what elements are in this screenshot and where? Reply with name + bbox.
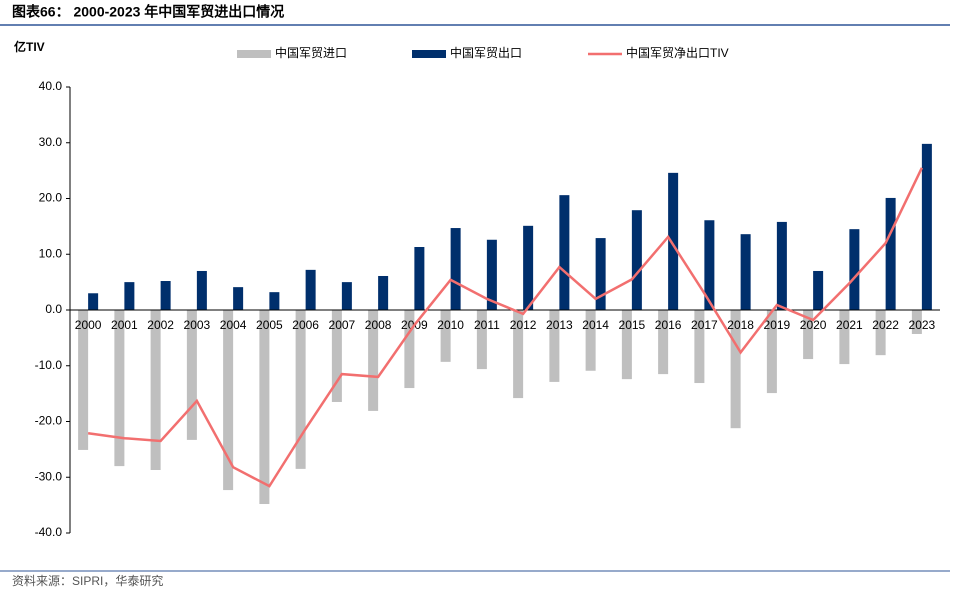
bar — [523, 225, 534, 310]
bar — [305, 269, 316, 310]
bar — [704, 220, 715, 310]
bar — [269, 292, 280, 310]
chart-title: 图表66： 2000-2023 年中国军贸进出口情况 — [12, 4, 284, 20]
line — [87, 167, 924, 488]
bar — [331, 310, 342, 402]
source: 资料来源：SIPRI，华泰研究 — [12, 573, 163, 588]
x-tick-label: 2002 — [147, 318, 174, 332]
x-tick-label: 2011 — [474, 318, 500, 332]
bar — [160, 281, 171, 310]
x-tick-label: 2017 — [691, 318, 718, 332]
x-tick-label: 2023 — [909, 318, 936, 332]
bar — [450, 228, 461, 310]
bar — [658, 310, 669, 375]
bar — [223, 310, 234, 491]
y-tick-label: 20.0 — [39, 191, 63, 205]
x-tick-label: 2010 — [437, 318, 464, 332]
bar — [766, 310, 777, 394]
bar — [694, 310, 705, 384]
x-tick-label: 2016 — [655, 318, 682, 332]
bar — [885, 197, 896, 310]
bar — [730, 310, 741, 429]
bar — [740, 234, 751, 310]
bar — [440, 310, 451, 362]
bar — [476, 310, 487, 370]
x-tick-label: 2003 — [184, 318, 211, 332]
bar — [78, 310, 89, 450]
bar — [368, 310, 379, 411]
x-tick-label: 2018 — [727, 318, 754, 332]
y-tick-label: -10.0 — [35, 358, 63, 372]
bar — [921, 143, 932, 310]
y-tick-label: 10.0 — [39, 246, 63, 260]
x-tick-label: 2020 — [800, 318, 827, 332]
x-tick-label: 2013 — [546, 318, 573, 332]
bar — [668, 172, 679, 310]
y-tick-label: 40.0 — [39, 79, 63, 93]
y-tick-label: 0.0 — [45, 302, 62, 316]
bar — [404, 310, 415, 389]
bar — [559, 195, 570, 310]
bar — [259, 310, 270, 505]
x-tick-label: 2021 — [836, 318, 863, 332]
bar — [196, 270, 207, 310]
x-tick-label: 2012 — [510, 318, 537, 332]
bar — [233, 287, 244, 310]
bar — [813, 270, 824, 310]
bar — [585, 310, 596, 371]
x-tick-label: 2005 — [256, 318, 283, 332]
bar — [875, 310, 886, 356]
bar — [776, 221, 787, 310]
bar — [595, 238, 606, 310]
x-tick-label: 2022 — [872, 318, 899, 332]
bar — [486, 239, 497, 310]
bar — [295, 310, 306, 469]
bar — [341, 282, 352, 310]
bar — [150, 310, 161, 471]
y-tick-label: 30.0 — [39, 135, 63, 149]
y-tick-label: -20.0 — [35, 414, 63, 428]
bar — [631, 210, 642, 310]
bar — [114, 310, 125, 467]
x-tick-label: 2014 — [582, 318, 609, 332]
x-tick-label: 2006 — [292, 318, 319, 332]
bar — [513, 310, 524, 399]
x-tick-label: 2001 — [111, 318, 138, 332]
x-tick-label: 2015 — [619, 318, 646, 332]
x-tick-label: 2004 — [220, 318, 247, 332]
legend-swatch — [237, 50, 271, 58]
bar — [839, 310, 850, 365]
bar — [124, 282, 135, 310]
y-tick-label: -30.0 — [35, 469, 63, 483]
x-tick-label: 2007 — [329, 318, 356, 332]
x-tick-label: 2000 — [75, 318, 102, 332]
x-tick-label: 2019 — [764, 318, 791, 332]
bar — [186, 310, 197, 440]
legend-label: 中国军贸净出口TIV — [626, 45, 729, 60]
bar — [803, 310, 814, 360]
legend-swatch — [412, 50, 446, 58]
bar — [378, 275, 389, 310]
bar — [414, 247, 425, 310]
bar — [549, 310, 560, 382]
legend-label: 中国军贸进口 — [275, 45, 347, 60]
bar — [911, 310, 922, 334]
x-tick-label: 2008 — [365, 318, 392, 332]
bar — [621, 310, 632, 380]
bar — [849, 229, 860, 310]
y-tick-label: -40.0 — [35, 525, 63, 539]
legend-label: 中国军贸出口 — [450, 45, 522, 60]
y-axis-label: 亿TIV — [14, 39, 45, 54]
bar — [88, 293, 99, 310]
